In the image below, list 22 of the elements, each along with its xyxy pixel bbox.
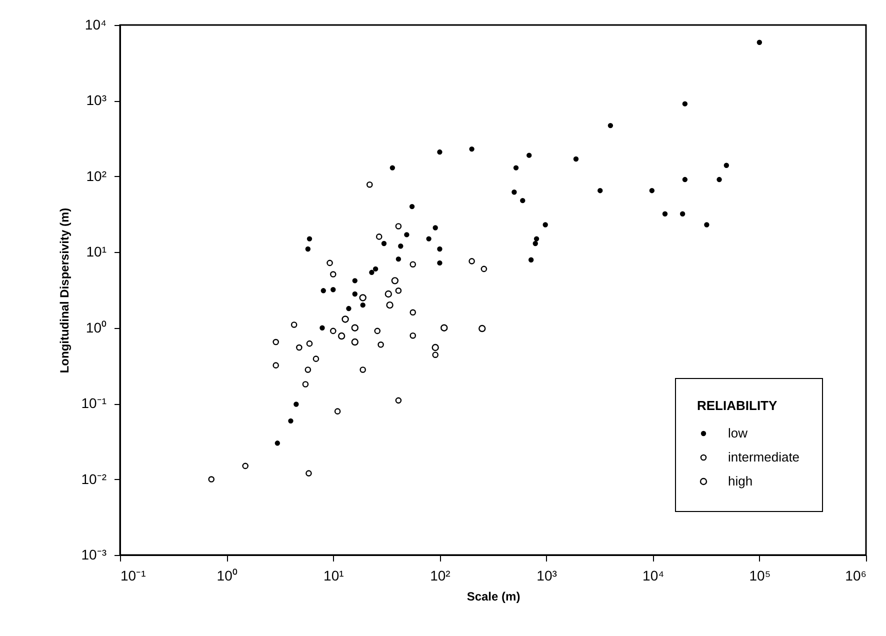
y-tick-label: 10³	[86, 92, 107, 108]
x-axis-title: Scale (m)	[466, 590, 520, 604]
y-tick-label: 10⁰	[86, 319, 106, 336]
legend-label: low	[728, 426, 748, 440]
y-tick-label: 10⁻¹	[81, 395, 107, 412]
x-tick-label: 10³	[536, 568, 558, 584]
y-axis-title: Longitudinal Dispersivity (m)	[57, 208, 72, 374]
x-tick-label: 10⁵	[749, 568, 771, 584]
y-tick-label: 10¹	[86, 244, 107, 260]
x-tick-label: 10²	[430, 568, 451, 584]
legend-label: high	[728, 474, 753, 488]
y-tick-label: 10⁻²	[81, 470, 107, 487]
y-tick-label: 10²	[86, 168, 107, 184]
x-tick-label: 10⁴	[642, 568, 664, 584]
legend-title: RELIABILITY	[697, 398, 778, 413]
x-tick-label: 10¹	[324, 568, 344, 584]
y-tick-label: 10⁻³	[81, 546, 107, 562]
x-tick-label: 10⁶	[845, 568, 866, 584]
legend-label: intermediate	[728, 450, 800, 464]
x-tick-label: 10⁰	[216, 568, 238, 584]
y-tick-label: 10⁴	[84, 16, 106, 32]
x-tick-label: 10⁻¹	[120, 568, 146, 584]
